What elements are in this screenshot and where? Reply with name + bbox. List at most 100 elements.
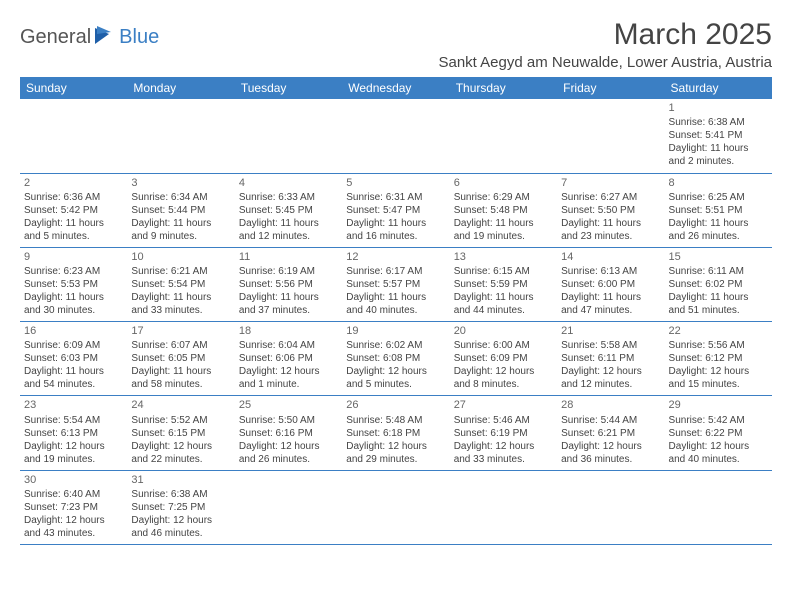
daylight-line: Daylight: 12 hours bbox=[24, 514, 123, 527]
calendar-cell: 1Sunrise: 6:38 AMSunset: 5:41 PMDaylight… bbox=[665, 99, 772, 173]
day-number: 4 bbox=[239, 176, 338, 190]
daylight-line: and 5 minutes. bbox=[24, 230, 123, 243]
sunrise-line: Sunrise: 6:00 AM bbox=[454, 339, 553, 352]
calendar-cell: 25Sunrise: 5:50 AMSunset: 6:16 PMDayligh… bbox=[235, 396, 342, 470]
sunrise-line: Sunrise: 6:40 AM bbox=[24, 488, 123, 501]
day-number: 5 bbox=[346, 176, 445, 190]
daylight-line: and 12 minutes. bbox=[239, 230, 338, 243]
day-number: 1 bbox=[669, 101, 768, 115]
sunset-line: Sunset: 5:53 PM bbox=[24, 278, 123, 291]
daylight-line: Daylight: 12 hours bbox=[239, 365, 338, 378]
calendar-cell bbox=[665, 470, 772, 544]
sunset-line: Sunset: 7:25 PM bbox=[131, 501, 230, 514]
daylight-line: and 16 minutes. bbox=[346, 230, 445, 243]
sunrise-line: Sunrise: 6:11 AM bbox=[669, 265, 768, 278]
day-number: 29 bbox=[669, 398, 768, 412]
sunset-line: Sunset: 5:54 PM bbox=[131, 278, 230, 291]
sunrise-line: Sunrise: 5:44 AM bbox=[561, 414, 660, 427]
sunrise-line: Sunrise: 6:15 AM bbox=[454, 265, 553, 278]
daylight-line: and 26 minutes. bbox=[669, 230, 768, 243]
day-header: Friday bbox=[557, 77, 664, 99]
daylight-line: and 40 minutes. bbox=[669, 453, 768, 466]
sunset-line: Sunset: 6:18 PM bbox=[346, 427, 445, 440]
sunrise-line: Sunrise: 6:38 AM bbox=[131, 488, 230, 501]
calendar-cell: 17Sunrise: 6:07 AMSunset: 6:05 PMDayligh… bbox=[127, 322, 234, 396]
day-number: 7 bbox=[561, 176, 660, 190]
sunset-line: Sunset: 6:19 PM bbox=[454, 427, 553, 440]
calendar-cell bbox=[557, 99, 664, 173]
daylight-line: and 9 minutes. bbox=[131, 230, 230, 243]
day-number: 6 bbox=[454, 176, 553, 190]
daylight-line: and 19 minutes. bbox=[24, 453, 123, 466]
day-number: 22 bbox=[669, 324, 768, 338]
sunrise-line: Sunrise: 5:50 AM bbox=[239, 414, 338, 427]
day-number: 3 bbox=[131, 176, 230, 190]
sunrise-line: Sunrise: 6:17 AM bbox=[346, 265, 445, 278]
sunset-line: Sunset: 6:05 PM bbox=[131, 352, 230, 365]
calendar-cell bbox=[450, 99, 557, 173]
location-subtitle: Sankt Aegyd am Neuwalde, Lower Austria, … bbox=[438, 54, 772, 71]
sunset-line: Sunset: 5:56 PM bbox=[239, 278, 338, 291]
daylight-line: Daylight: 12 hours bbox=[561, 440, 660, 453]
daylight-line: and 33 minutes. bbox=[131, 304, 230, 317]
daylight-line: Daylight: 12 hours bbox=[24, 440, 123, 453]
daylight-line: and 2 minutes. bbox=[669, 155, 768, 168]
sunrise-line: Sunrise: 6:04 AM bbox=[239, 339, 338, 352]
sunrise-line: Sunrise: 6:21 AM bbox=[131, 265, 230, 278]
calendar-cell: 3Sunrise: 6:34 AMSunset: 5:44 PMDaylight… bbox=[127, 173, 234, 247]
sunset-line: Sunset: 7:23 PM bbox=[24, 501, 123, 514]
day-number: 15 bbox=[669, 250, 768, 264]
daylight-line: Daylight: 12 hours bbox=[454, 365, 553, 378]
day-number: 30 bbox=[24, 473, 123, 487]
sunrise-line: Sunrise: 6:25 AM bbox=[669, 191, 768, 204]
day-header: Wednesday bbox=[342, 77, 449, 99]
daylight-line: and 1 minute. bbox=[239, 378, 338, 391]
daylight-line: Daylight: 11 hours bbox=[131, 217, 230, 230]
page-header: General Blue March 2025 Sankt Aegyd am N… bbox=[20, 18, 772, 71]
day-number: 31 bbox=[131, 473, 230, 487]
daylight-line: Daylight: 11 hours bbox=[239, 291, 338, 304]
calendar-cell: 16Sunrise: 6:09 AMSunset: 6:03 PMDayligh… bbox=[20, 322, 127, 396]
sunrise-line: Sunrise: 6:23 AM bbox=[24, 265, 123, 278]
calendar-cell: 19Sunrise: 6:02 AMSunset: 6:08 PMDayligh… bbox=[342, 322, 449, 396]
day-number: 18 bbox=[239, 324, 338, 338]
daylight-line: and 46 minutes. bbox=[131, 527, 230, 540]
daylight-line: and 40 minutes. bbox=[346, 304, 445, 317]
calendar-cell: 29Sunrise: 5:42 AMSunset: 6:22 PMDayligh… bbox=[665, 396, 772, 470]
day-number: 11 bbox=[239, 250, 338, 264]
sunset-line: Sunset: 5:45 PM bbox=[239, 204, 338, 217]
day-number: 13 bbox=[454, 250, 553, 264]
sunrise-line: Sunrise: 6:36 AM bbox=[24, 191, 123, 204]
day-header-row: Sunday Monday Tuesday Wednesday Thursday… bbox=[20, 77, 772, 99]
day-number: 10 bbox=[131, 250, 230, 264]
calendar-cell: 28Sunrise: 5:44 AMSunset: 6:21 PMDayligh… bbox=[557, 396, 664, 470]
sunrise-line: Sunrise: 6:34 AM bbox=[131, 191, 230, 204]
calendar-cell bbox=[557, 470, 664, 544]
daylight-line: and 43 minutes. bbox=[24, 527, 123, 540]
day-number: 2 bbox=[24, 176, 123, 190]
daylight-line: Daylight: 12 hours bbox=[346, 440, 445, 453]
calendar-week-row: 16Sunrise: 6:09 AMSunset: 6:03 PMDayligh… bbox=[20, 322, 772, 396]
daylight-line: and 12 minutes. bbox=[561, 378, 660, 391]
daylight-line: and 58 minutes. bbox=[131, 378, 230, 391]
calendar-cell: 2Sunrise: 6:36 AMSunset: 5:42 PMDaylight… bbox=[20, 173, 127, 247]
sunrise-line: Sunrise: 6:07 AM bbox=[131, 339, 230, 352]
calendar-cell: 4Sunrise: 6:33 AMSunset: 5:45 PMDaylight… bbox=[235, 173, 342, 247]
day-number: 27 bbox=[454, 398, 553, 412]
calendar-cell: 12Sunrise: 6:17 AMSunset: 5:57 PMDayligh… bbox=[342, 247, 449, 321]
daylight-line: and 33 minutes. bbox=[454, 453, 553, 466]
sunrise-line: Sunrise: 6:02 AM bbox=[346, 339, 445, 352]
calendar-cell bbox=[342, 99, 449, 173]
daylight-line: and 26 minutes. bbox=[239, 453, 338, 466]
daylight-line: Daylight: 12 hours bbox=[131, 440, 230, 453]
daylight-line: Daylight: 11 hours bbox=[24, 365, 123, 378]
calendar-cell bbox=[235, 99, 342, 173]
day-number: 25 bbox=[239, 398, 338, 412]
sunrise-line: Sunrise: 5:54 AM bbox=[24, 414, 123, 427]
calendar-cell: 6Sunrise: 6:29 AMSunset: 5:48 PMDaylight… bbox=[450, 173, 557, 247]
daylight-line: Daylight: 11 hours bbox=[669, 291, 768, 304]
logo-text-blue: Blue bbox=[119, 26, 159, 49]
daylight-line: Daylight: 11 hours bbox=[346, 217, 445, 230]
sunset-line: Sunset: 6:06 PM bbox=[239, 352, 338, 365]
daylight-line: Daylight: 12 hours bbox=[669, 365, 768, 378]
